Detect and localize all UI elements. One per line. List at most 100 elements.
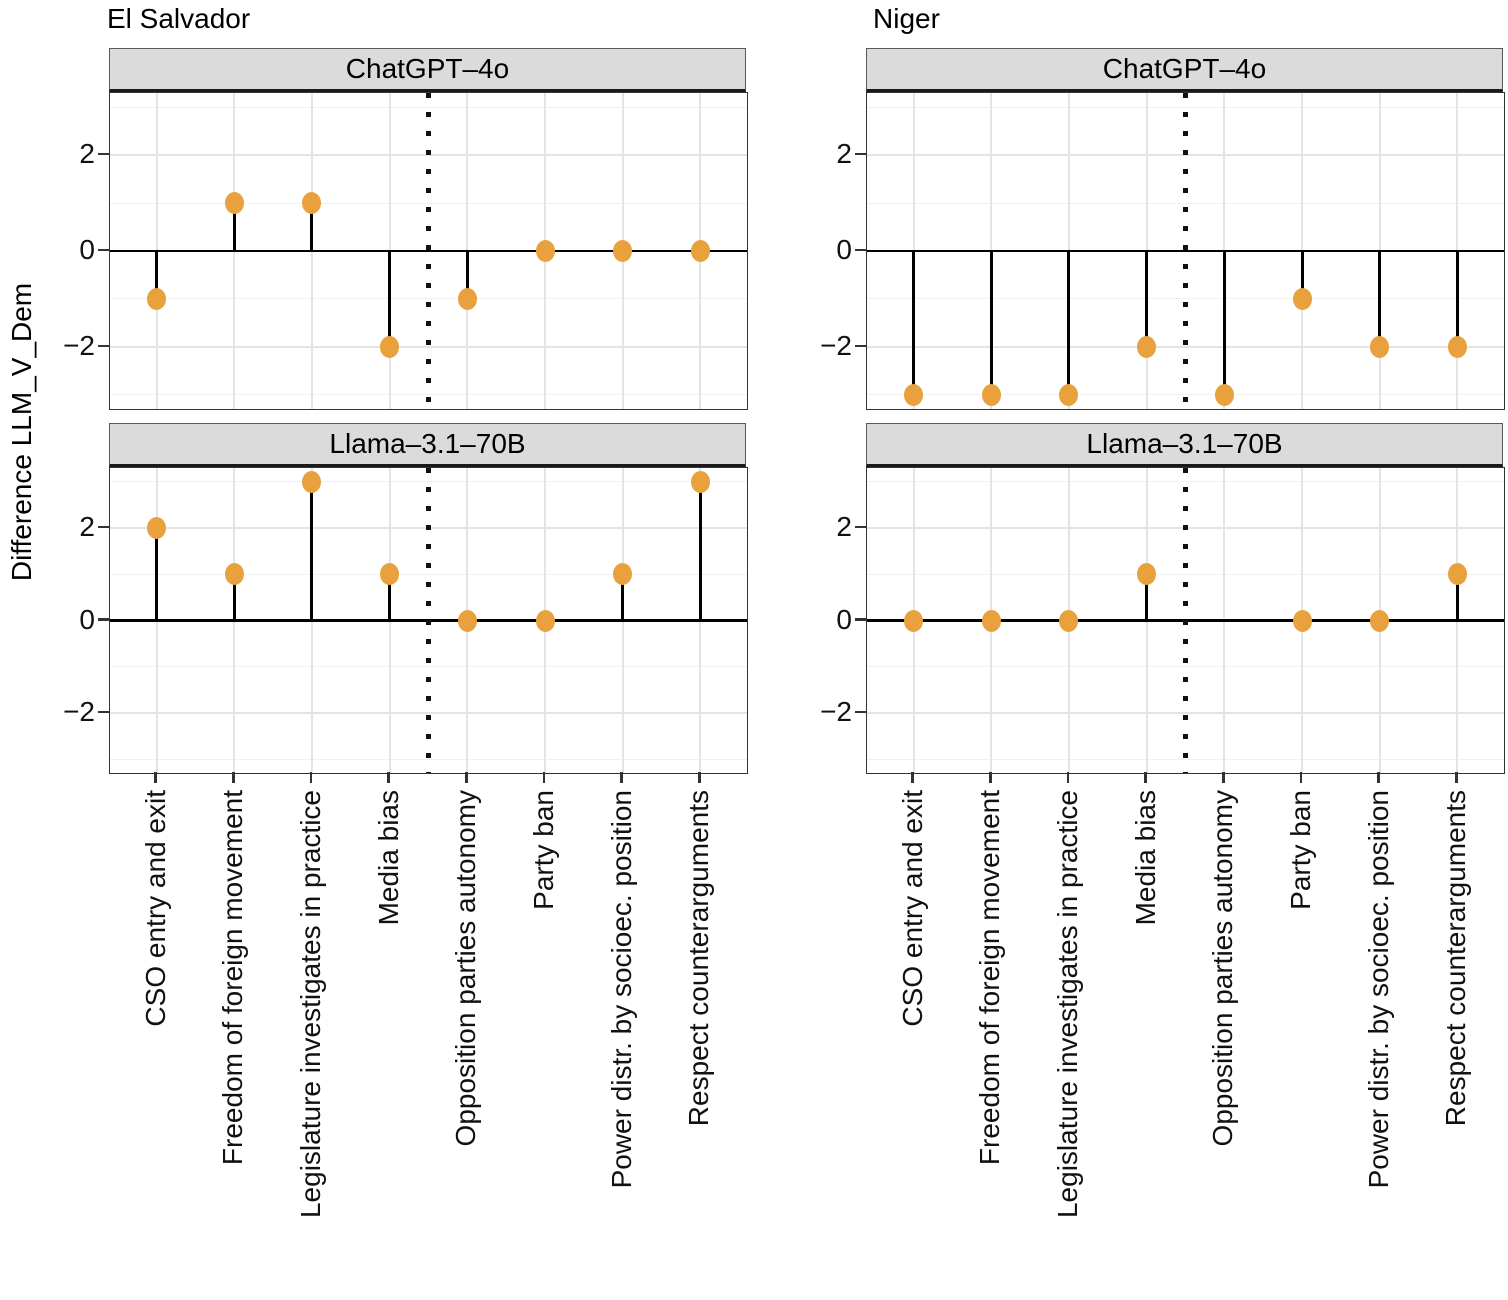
x-axis-tick <box>989 772 992 783</box>
divider-dotted-line <box>426 93 431 409</box>
y-axis-tick-label: 2 <box>79 138 95 170</box>
x-axis-tick <box>1377 772 1380 783</box>
x-axis-tick <box>1299 772 1303 783</box>
stem <box>1378 251 1382 347</box>
stem <box>232 203 236 251</box>
stem <box>1455 574 1459 621</box>
data-point <box>1059 609 1079 632</box>
x-axis-category-label: Power distr. by socioec. position <box>605 790 637 1189</box>
x-axis-category-label: Freedom of foreign movement <box>974 790 1006 1166</box>
data-point <box>457 609 477 632</box>
y-axis-tick <box>98 525 109 529</box>
data-point <box>147 287 167 310</box>
plot-panel-niger-llama <box>866 467 1505 774</box>
stem <box>465 251 469 299</box>
data-point <box>457 287 477 310</box>
data-point <box>1370 335 1390 358</box>
y-axis-tick-label: −2 <box>63 329 95 361</box>
data-point <box>1214 383 1234 406</box>
stem <box>1222 251 1226 395</box>
y-axis-tick-label: 0 <box>79 234 95 265</box>
stem <box>1067 251 1071 395</box>
stem <box>1145 251 1149 347</box>
x-axis-category-label: CSO entry and exit <box>139 790 171 1027</box>
stem <box>310 481 314 621</box>
facet-strip-label: ChatGPT–4o <box>1102 53 1267 84</box>
y-axis-tick <box>98 248 109 252</box>
data-point <box>224 192 244 215</box>
data-point <box>613 240 633 262</box>
facet-strip-chatgpt-4o-niger: ChatGPT–4o <box>866 48 1503 92</box>
x-axis-tick <box>232 772 235 783</box>
y-axis-tick-label: 2 <box>836 511 852 543</box>
y-axis-tick-label: 0 <box>836 234 852 265</box>
x-axis-category-label: Opposition parties autonomy <box>450 790 482 1147</box>
y-axis-tick <box>855 618 866 621</box>
y-axis-tick <box>855 525 866 529</box>
stem <box>621 574 625 621</box>
stem <box>989 251 993 395</box>
data-point <box>981 609 1001 632</box>
data-point <box>1059 383 1079 406</box>
plot-panel-el-salvador-chatgpt <box>109 92 748 410</box>
data-point <box>1137 335 1157 358</box>
facet-strip-label: ChatGPT–4o <box>345 53 510 84</box>
x-axis-category-label: Legislature investigates in practice <box>294 790 326 1219</box>
x-axis-category-label: Legislature investigates in practice <box>1051 790 1083 1219</box>
y-axis-tick <box>855 152 866 156</box>
divider-dotted-line <box>426 468 431 773</box>
y-axis-tick-label: 2 <box>79 511 95 543</box>
y-axis-tick <box>98 152 109 156</box>
data-point <box>302 192 322 215</box>
data-point <box>613 563 633 586</box>
data-point <box>690 240 710 262</box>
y-axis-tick-label: 0 <box>79 603 95 635</box>
x-axis-category-label: CSO entry and exit <box>896 790 928 1027</box>
stem <box>1300 251 1304 299</box>
x-axis-tick <box>465 772 468 783</box>
y-axis-tick-label: 2 <box>836 138 852 170</box>
facet-strip-chatgpt-4o-el-salvador: ChatGPT–4o <box>109 48 746 92</box>
x-axis-tick <box>698 772 701 783</box>
x-axis-tick <box>309 772 313 783</box>
data-point <box>690 470 710 493</box>
data-point <box>147 517 167 540</box>
y-axis-tick-label: −2 <box>63 695 95 727</box>
x-axis-tick <box>1066 772 1070 783</box>
facet-column-title-niger: Niger <box>873 3 940 34</box>
data-point <box>981 383 1001 406</box>
stem <box>1455 251 1459 347</box>
data-point <box>904 383 924 406</box>
y-axis-tick-label: −2 <box>820 695 852 727</box>
y-axis-tick <box>98 618 109 621</box>
stem <box>232 574 236 621</box>
divider-dotted-line <box>1183 468 1188 773</box>
stem <box>698 481 702 621</box>
data-point <box>1447 563 1467 586</box>
x-axis-tick <box>387 772 390 783</box>
x-axis-category-label: Respect counterarguments <box>683 790 715 1127</box>
x-axis-category-label: Media bias <box>372 790 404 926</box>
data-point <box>302 470 322 493</box>
data-point <box>535 240 555 262</box>
stem <box>388 251 392 347</box>
x-axis-tick <box>1455 772 1458 783</box>
data-point <box>1292 609 1312 632</box>
data-point <box>224 563 244 586</box>
x-axis-tick <box>620 772 623 783</box>
stem <box>388 574 392 621</box>
stem <box>310 203 314 251</box>
facet-strip-label: Llama–3.1–70B <box>1086 428 1283 459</box>
y-axis-tick-label: 0 <box>836 603 852 635</box>
y-axis-tick <box>855 344 866 347</box>
data-point <box>380 563 400 586</box>
y-axis-tick <box>98 710 109 714</box>
x-axis-tick <box>1144 772 1147 783</box>
x-axis-tick <box>911 772 914 783</box>
stem <box>155 251 159 299</box>
x-axis-tick <box>542 772 546 783</box>
stem <box>1145 574 1149 621</box>
x-axis-tick <box>1222 772 1225 783</box>
y-axis-tick <box>98 344 109 347</box>
